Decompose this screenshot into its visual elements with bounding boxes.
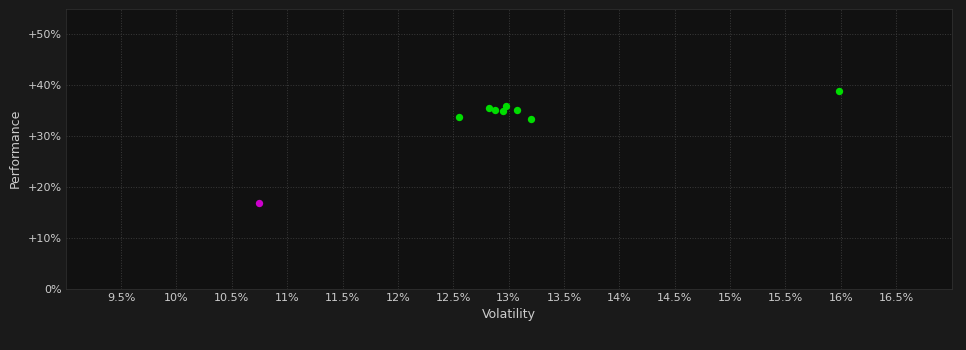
Point — [481, 105, 497, 110]
Point — [496, 108, 511, 113]
Point — [831, 89, 846, 94]
Y-axis label: Performance: Performance — [9, 109, 22, 188]
Point — [488, 107, 503, 112]
Point — [523, 116, 538, 121]
Point — [451, 114, 467, 119]
Point — [510, 107, 526, 112]
Point — [498, 104, 514, 109]
Point — [252, 201, 268, 206]
X-axis label: Volatility: Volatility — [482, 308, 535, 321]
